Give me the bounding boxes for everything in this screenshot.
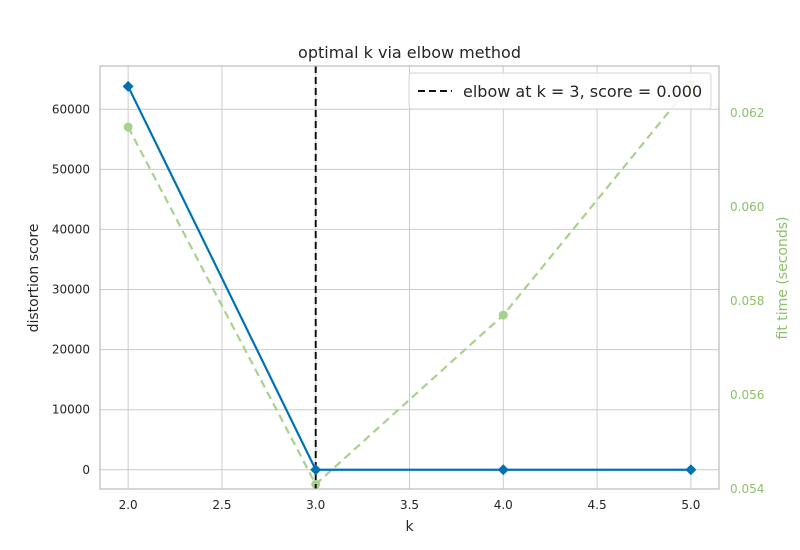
fit-time-point [123, 122, 133, 132]
chart-title: optimal k via elbow method [298, 43, 521, 62]
x-tick-label: 2.0 [119, 498, 138, 512]
y-tick-labels: 0 10000 20000 30000 40000 50000 60000 [52, 102, 90, 477]
legend: elbow at k = 3, score = 0.000 [408, 72, 712, 110]
grid-lines [100, 66, 719, 489]
x-tick-label: 4.5 [588, 498, 607, 512]
x-tick-label: 2.5 [212, 498, 231, 512]
y2-tick-label: 0.056 [730, 388, 764, 402]
legend-box [408, 72, 712, 110]
distortion-point [497, 464, 509, 476]
y2-tick-label: 0.058 [730, 294, 764, 308]
fit-time-line [127, 84, 692, 487]
y-tick-label: 40000 [52, 222, 90, 236]
y-tick-label: 50000 [52, 162, 90, 176]
x-tick-label: 4.0 [494, 498, 513, 512]
y2-tick-label: 0.054 [730, 482, 764, 496]
x-tick-label: 3.0 [306, 498, 325, 512]
y-tick-label: 10000 [52, 403, 90, 417]
x-tick-labels: 2.0 2.5 3.0 3.5 4.0 4.5 5.0 [119, 498, 701, 512]
distortion-point [310, 464, 322, 476]
fit-time-point [498, 310, 508, 320]
y2-tick-labels: 0.054 0.056 0.058 0.060 0.062 [730, 106, 764, 496]
y2-tick-label: 0.062 [730, 106, 764, 120]
y2-axis-label: fit time (seconds) [775, 217, 791, 340]
y2-tick-label: 0.060 [730, 200, 764, 214]
y-tick-label: 20000 [52, 343, 90, 357]
y-axis-label: distortion score [26, 224, 42, 333]
x-tick-label: 5.0 [681, 498, 700, 512]
y-tick-label: 60000 [52, 102, 90, 116]
distortion-point [122, 80, 134, 92]
distortion-point [685, 464, 697, 476]
y-tick-label: 0 [82, 463, 90, 477]
series-layer [122, 66, 697, 489]
plot-frame [99, 65, 720, 490]
x-tick-label: 3.5 [400, 498, 419, 512]
y-tick-label: 30000 [52, 283, 90, 297]
distortion-line [127, 85, 691, 471]
legend-elbow-label: elbow at k = 3, score = 0.000 [463, 82, 702, 101]
x-axis-label: k [405, 519, 414, 535]
